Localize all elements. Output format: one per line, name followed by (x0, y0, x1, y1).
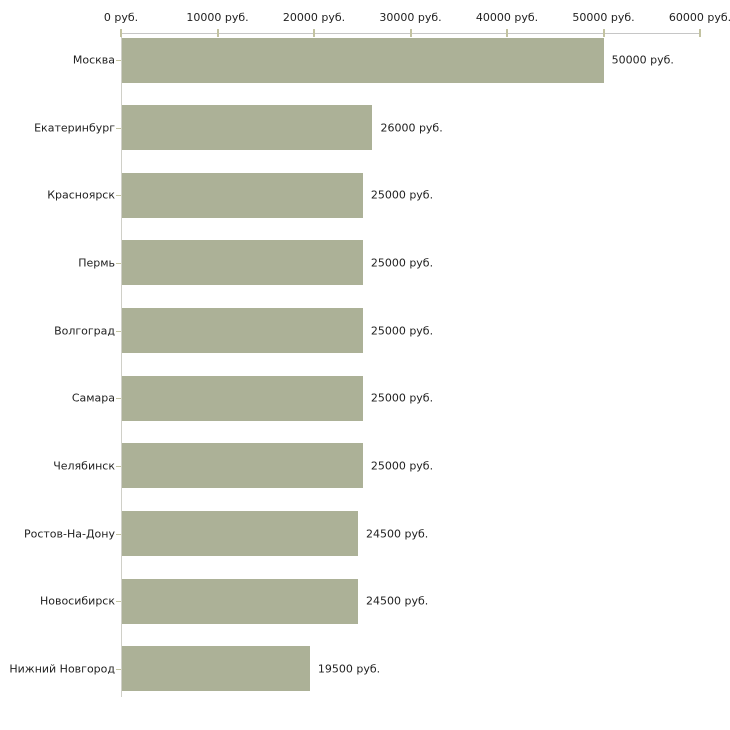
value-label: 24500 руб. (366, 594, 429, 608)
value-label: 25000 руб. (370, 324, 434, 338)
category-tick (116, 60, 121, 61)
y-axis-line (121, 33, 122, 697)
bar (122, 375, 363, 421)
category-label: Самара (71, 391, 115, 405)
value-label: 19500 руб. (317, 662, 381, 676)
x-axis-tick (506, 29, 508, 37)
value-label: 24500 руб. (366, 527, 429, 541)
bar (122, 511, 359, 557)
x-axis-tick-label: 40000 руб. (475, 11, 539, 24)
bar (122, 646, 310, 692)
category-tick (116, 601, 121, 602)
category-label: Красноярск (47, 188, 115, 202)
category-label: Ростов-На-Дону (23, 527, 115, 541)
value-label: 26000 руб. (380, 121, 443, 135)
value-label: 25000 руб. (370, 391, 434, 405)
category-tick (116, 195, 121, 196)
x-axis-tick (313, 29, 315, 37)
bar (122, 443, 363, 489)
category-tick (116, 669, 121, 670)
value-label: 25000 руб. (370, 459, 434, 473)
bar (122, 172, 363, 218)
value-label: 50000 руб. (611, 53, 674, 67)
category-tick (116, 466, 121, 467)
x-axis-tick-label: 50000 руб. (572, 11, 635, 24)
bar (122, 37, 604, 83)
x-axis-tick-label: 0 руб. (103, 11, 139, 24)
category-label: Новосибирск (39, 594, 115, 608)
category-tick (116, 331, 121, 332)
x-axis-tick (217, 29, 219, 37)
category-label: Москва (72, 53, 115, 67)
bar (122, 240, 363, 286)
x-axis-tick (410, 29, 412, 37)
x-axis-tick-label: 20000 руб. (282, 11, 346, 24)
category-label: Челябинск (53, 459, 115, 473)
category-tick (116, 534, 121, 535)
x-axis-tick-label: 60000 руб. (668, 11, 730, 24)
category-label: Екатеринбург (34, 121, 115, 135)
x-axis-tick (120, 29, 122, 37)
category-tick (116, 263, 121, 264)
category-tick (116, 398, 121, 399)
category-tick (116, 128, 121, 129)
bar (122, 308, 363, 354)
bar (122, 105, 373, 151)
value-label: 25000 руб. (370, 188, 434, 202)
x-axis-tick (603, 29, 605, 37)
category-label: Нижний Новгород (9, 662, 115, 676)
x-axis-tick-label: 10000 руб. (186, 11, 249, 24)
value-label: 25000 руб. (370, 256, 434, 270)
category-label: Волгоград (54, 324, 115, 338)
x-axis-tick (699, 29, 701, 37)
category-label: Пермь (78, 256, 115, 270)
bar (122, 578, 359, 624)
x-axis-tick-label: 30000 руб. (379, 11, 442, 24)
